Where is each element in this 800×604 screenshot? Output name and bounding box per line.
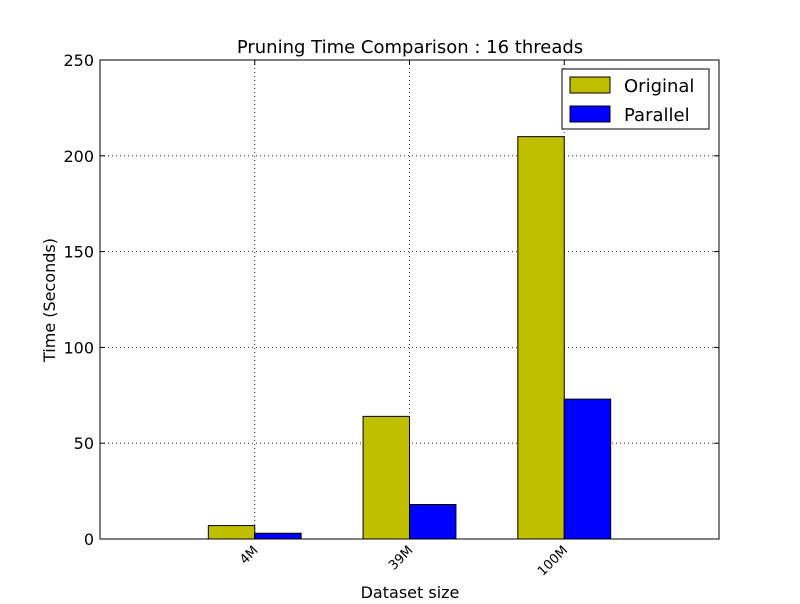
y-tick-label: 100 xyxy=(63,338,94,357)
legend-label-original: Original xyxy=(624,76,694,97)
legend-swatch-parallel xyxy=(569,105,611,123)
y-tick-label: 200 xyxy=(63,147,94,166)
bar-parallel-4m xyxy=(254,532,302,540)
y-tick-label: 50 xyxy=(74,434,94,453)
bar-original-39m xyxy=(362,415,411,540)
y-tick-label: 0 xyxy=(84,530,94,549)
bar-parallel-100m xyxy=(563,398,612,540)
chart-title: Pruning Time Comparison : 16 threads xyxy=(237,37,583,58)
legend-swatch-original xyxy=(569,76,611,94)
bar-parallel-39m xyxy=(409,504,457,540)
x-axis-label: Dataset size xyxy=(361,583,460,600)
legend-label-parallel: Parallel xyxy=(624,105,690,126)
y-tick-label: 150 xyxy=(63,243,94,262)
bar-original-100m xyxy=(517,136,565,540)
y-axis-label: Time (Seconds) xyxy=(40,238,59,363)
y-tick-label: 250 xyxy=(63,51,94,70)
bar-original-4m xyxy=(207,525,256,540)
